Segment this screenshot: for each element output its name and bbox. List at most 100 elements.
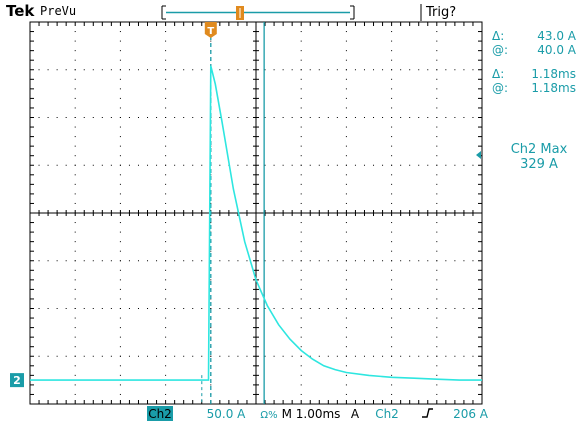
grid-dot	[165, 250, 167, 252]
grid-dot	[74, 298, 76, 300]
grid-dot	[345, 193, 347, 195]
grid-dot	[300, 126, 302, 128]
grid-dot	[147, 308, 149, 309]
channel-badge-label: Ch2	[148, 407, 172, 421]
grid-dot	[436, 336, 438, 338]
grid-dot	[74, 269, 76, 271]
grid-dot	[282, 69, 284, 71]
grid-dot	[237, 69, 239, 71]
trigger-marker-icon[interactable]: T	[204, 22, 217, 38]
grid-dot	[183, 355, 185, 357]
grid-dot	[345, 250, 347, 252]
grid-dot	[327, 117, 329, 118]
grid-dot	[436, 145, 438, 147]
grid-dot	[309, 355, 311, 357]
grid-dot	[165, 126, 167, 128]
grid-dot	[436, 117, 438, 118]
grid-dot	[436, 393, 438, 395]
grid-dot	[300, 117, 302, 118]
timebase-readout[interactable]: M 1.00ms	[282, 407, 341, 421]
grid-dot	[363, 355, 365, 357]
grid-dot	[119, 107, 121, 109]
grid-dot	[391, 31, 393, 33]
cursor-readouts: Δ: 43.0 A @: 40.0 A Δ: 1.18ms @: 1.18ms	[492, 29, 577, 95]
grid-dot	[119, 298, 121, 300]
channel-badge[interactable]	[147, 406, 173, 421]
grid-dot	[391, 155, 393, 157]
grid-dot	[382, 355, 384, 357]
trigger-source[interactable]: Ch2	[375, 407, 399, 421]
grid-dot	[237, 355, 239, 357]
grid-dot	[101, 260, 103, 262]
grid-dot	[345, 346, 347, 348]
measurement-pointer-icon	[476, 151, 481, 159]
grid-dot	[165, 183, 167, 185]
grid-dot	[300, 107, 302, 109]
vertical-scale[interactable]: 50.0 A	[207, 407, 247, 421]
grid-dot	[74, 384, 76, 386]
channel-2-ground-marker[interactable]: 2	[10, 373, 24, 388]
grid-dot	[210, 250, 212, 252]
grid-dot	[436, 88, 438, 90]
grid-dot	[345, 269, 347, 271]
grid-dot	[74, 155, 76, 157]
grid-dot	[119, 183, 121, 185]
grid-dot	[165, 231, 167, 233]
grid-dot	[436, 231, 438, 233]
grid-dot	[300, 155, 302, 157]
grid-dot	[445, 117, 447, 118]
grid-dot	[327, 308, 329, 309]
grid-dot	[47, 308, 49, 309]
grid-dot	[391, 308, 393, 309]
grid-dot	[219, 260, 221, 262]
grid-dot	[391, 202, 393, 204]
grid-dot	[282, 164, 284, 166]
grid-dot	[345, 31, 347, 33]
grid-dot	[74, 145, 76, 147]
acquisition-mode: PreVu	[40, 4, 76, 18]
grid-dot	[119, 155, 121, 157]
trigger-status: Trig?	[425, 5, 456, 20]
grid-dot	[418, 117, 420, 118]
grid-dot	[436, 308, 438, 309]
grid-dot	[56, 69, 58, 71]
grid-dot	[74, 88, 76, 90]
grid-dot	[165, 365, 167, 367]
grid-dot	[74, 164, 76, 166]
grid-dot	[300, 222, 302, 224]
grid-dot	[38, 164, 40, 166]
coupling-symbol: Ω%	[260, 410, 277, 421]
grid-dot	[165, 40, 167, 42]
grid-dot	[354, 117, 356, 118]
grid-dot	[391, 78, 393, 80]
grid-dot	[110, 260, 112, 262]
grid-dot	[345, 374, 347, 376]
grid-dot	[354, 260, 356, 262]
grid-dot	[165, 288, 167, 290]
grid-dot	[436, 260, 438, 262]
grid-dot	[92, 69, 94, 71]
grid-dot	[228, 69, 230, 71]
grid-dot	[92, 164, 94, 166]
grid-dot	[436, 59, 438, 61]
grid-dot	[119, 174, 121, 176]
grid-dot	[147, 164, 149, 166]
grid-dot	[137, 69, 139, 71]
grid-dot	[463, 117, 465, 118]
grid-dot	[345, 78, 347, 80]
grid-dot	[354, 308, 356, 309]
grid-dot	[363, 308, 365, 309]
grid-dot	[56, 308, 58, 309]
grid-dot	[436, 78, 438, 80]
grid-dot	[128, 164, 130, 166]
trigger-level[interactable]: 206 A	[453, 407, 489, 421]
grid-dot	[391, 59, 393, 61]
grid-dot	[38, 69, 40, 71]
grid-dot	[83, 260, 85, 262]
grid-dot	[300, 327, 302, 329]
grid-dot	[165, 136, 167, 138]
grid-dot	[165, 346, 167, 348]
grid-dot	[237, 260, 239, 262]
record-position-indicator[interactable]	[161, 5, 355, 20]
grid-dot	[47, 117, 49, 118]
